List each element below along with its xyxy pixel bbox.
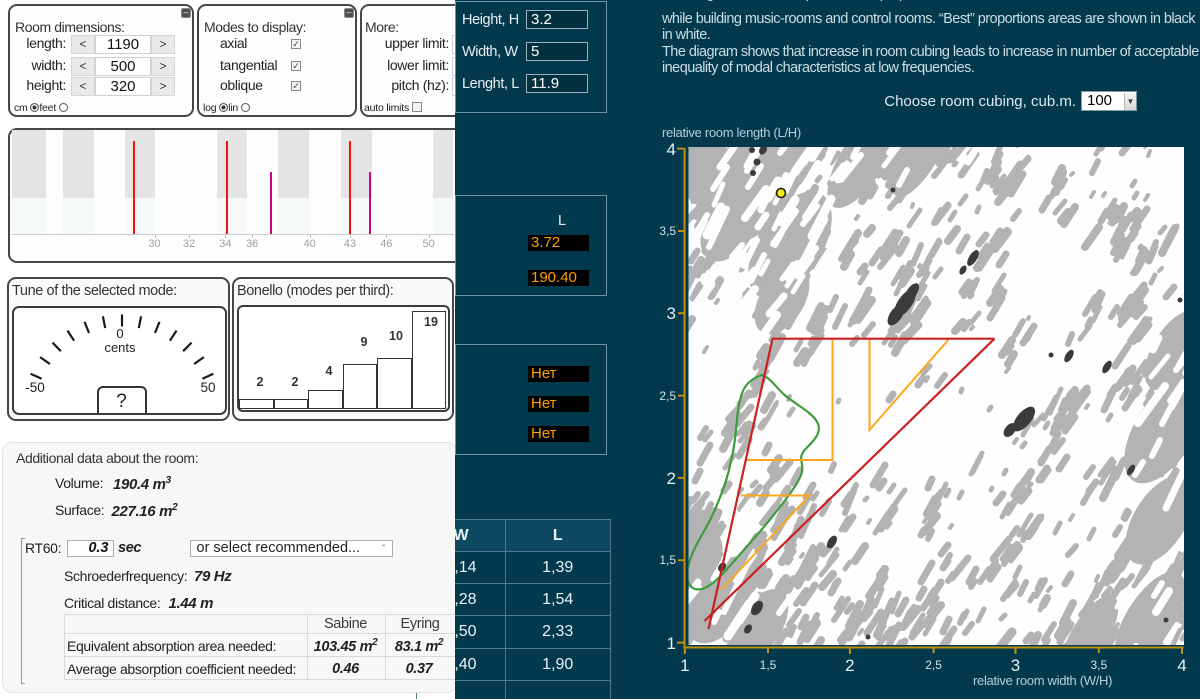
svg-text:relative room length (L/H): relative room length (L/H) — [662, 125, 801, 140]
svg-text:2: 2 — [845, 656, 854, 675]
svg-text:2: 2 — [667, 469, 676, 488]
svg-text:3,5: 3,5 — [1090, 658, 1107, 672]
svg-text:50: 50 — [200, 380, 215, 395]
svg-text:3,5: 3,5 — [659, 224, 676, 238]
svg-text:4: 4 — [667, 140, 676, 159]
svg-text:0: 0 — [116, 326, 123, 341]
svg-text:cents: cents — [104, 340, 136, 355]
svg-text:2,5: 2,5 — [925, 658, 942, 672]
svg-text:-50: -50 — [25, 380, 45, 395]
svg-text:1,5: 1,5 — [659, 553, 676, 567]
svg-text:3: 3 — [667, 304, 676, 323]
svg-text:1: 1 — [667, 634, 676, 653]
svg-text:relative room width (W/H): relative room width (W/H) — [973, 673, 1112, 688]
svg-text:3: 3 — [1011, 656, 1020, 675]
svg-text:1,5: 1,5 — [760, 658, 777, 672]
svg-text:4: 4 — [1177, 656, 1186, 675]
svg-text:1: 1 — [680, 656, 689, 675]
svg-text:2,5: 2,5 — [659, 389, 676, 403]
